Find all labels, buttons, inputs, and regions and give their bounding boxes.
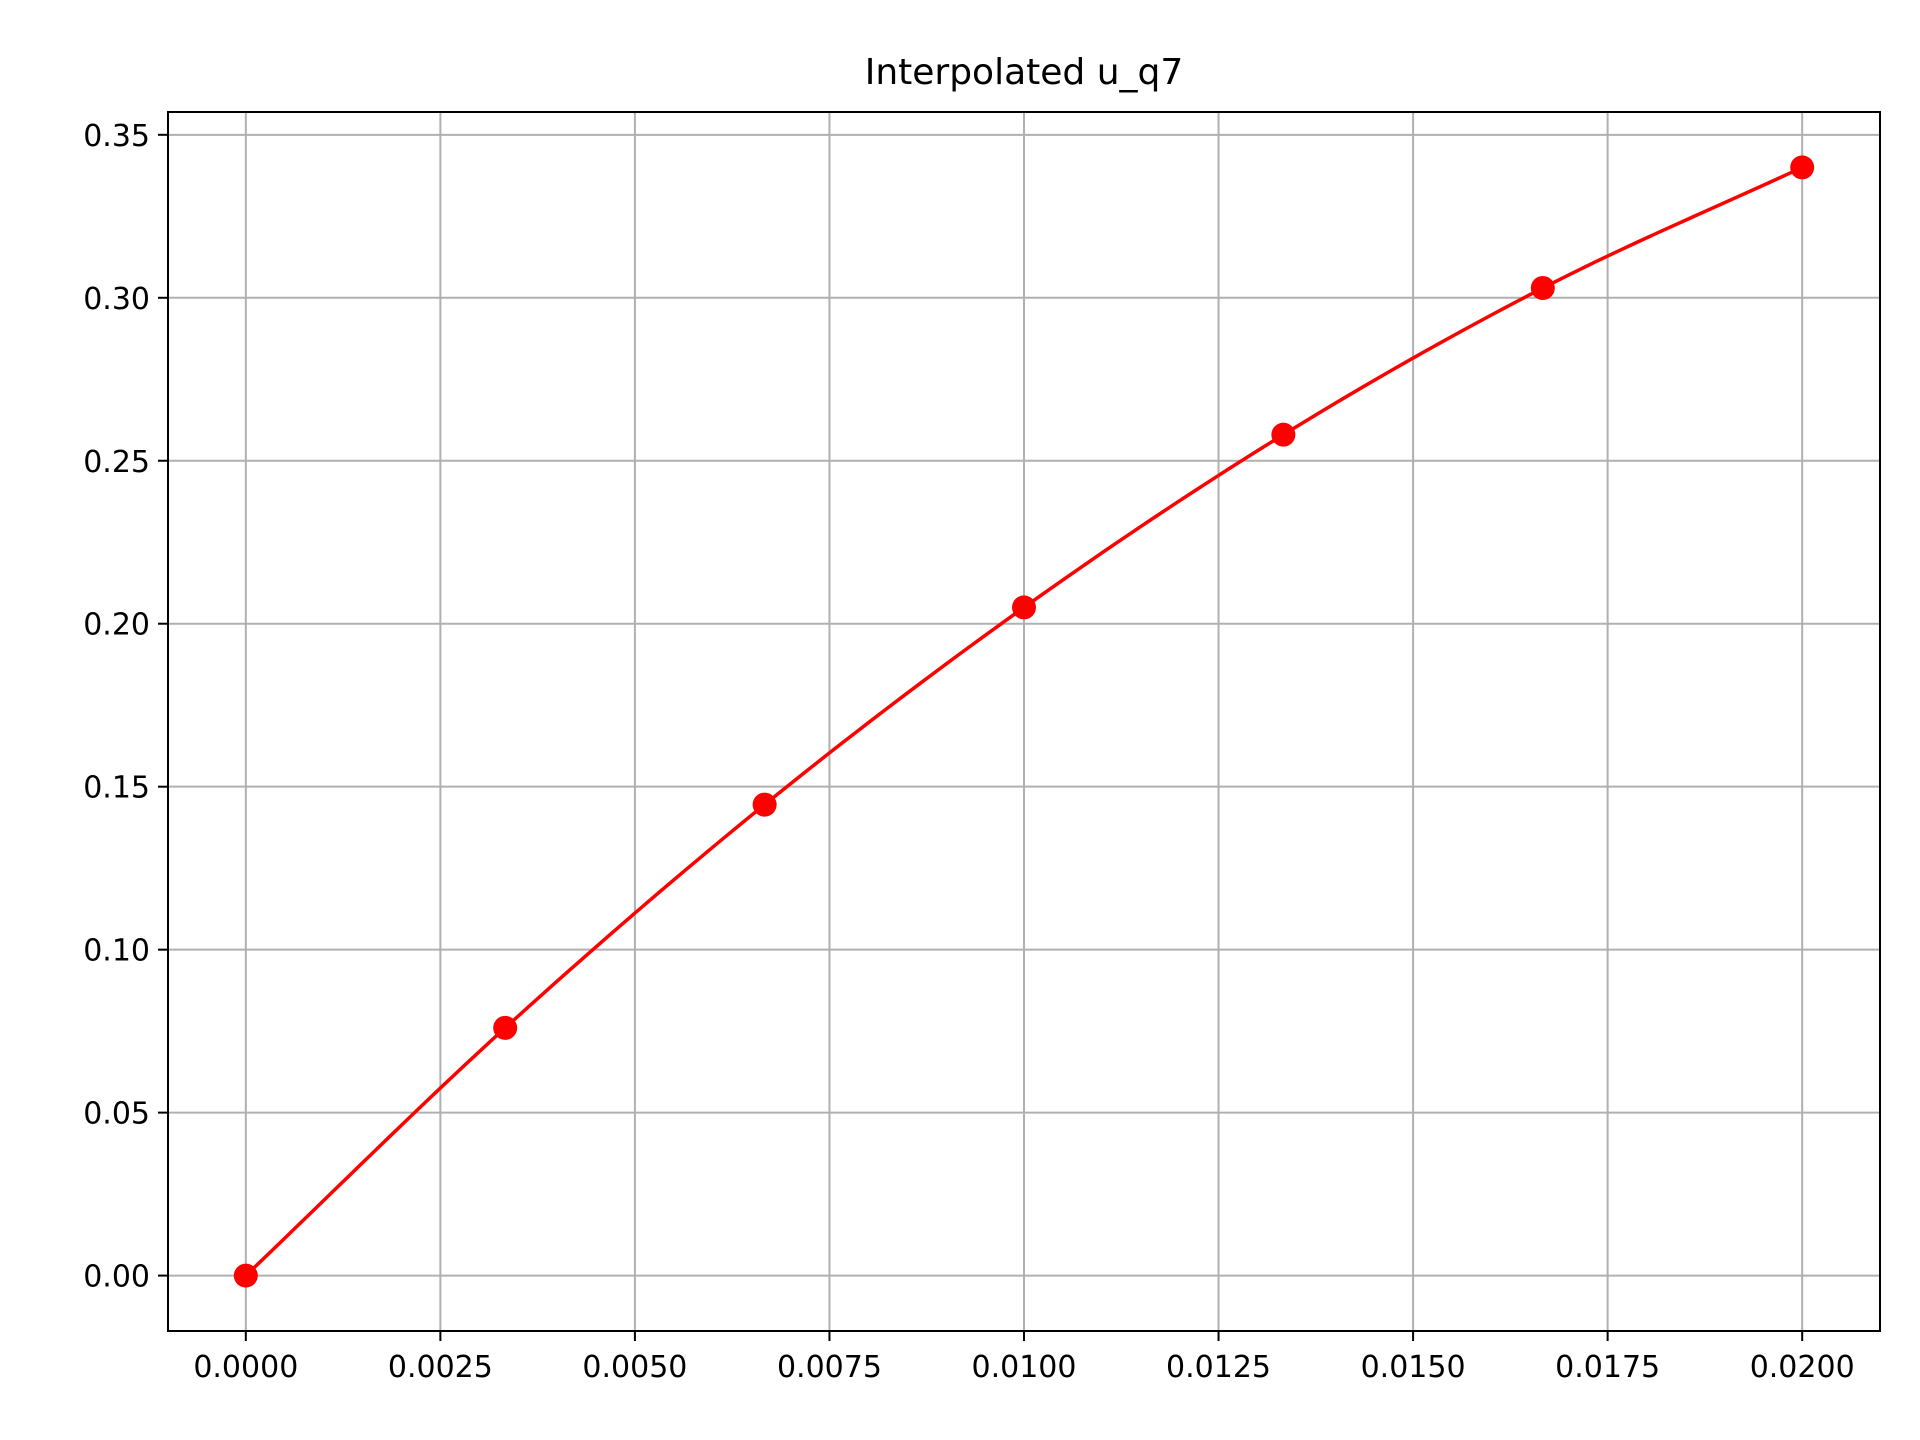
x-tick-label: 0.0175 [1555,1350,1660,1385]
y-tick-label: 0.30 [83,282,150,317]
x-tick-label: 0.0075 [777,1350,882,1385]
x-tick-label: 0.0050 [582,1350,687,1385]
y-tick-label: 0.10 [83,934,150,969]
x-tick-label: 0.0150 [1361,1350,1466,1385]
data-point [752,792,777,817]
data-point [493,1015,518,1040]
grid [168,112,1880,1331]
y-tick-label: 0.20 [83,608,150,643]
data-point [1271,422,1296,447]
y-tick-label: 0.15 [83,771,150,806]
y-tick-label: 0.35 [83,119,150,154]
data-point [1012,595,1036,620]
y-tick-label: 0.25 [83,445,150,480]
chart-title: Interpolated u_q7 [865,52,1184,93]
tick-labels: 0.0000 0.0025 0.0050 0.0075 0.0100 0.0125 0.01… [83,119,1854,1385]
data-point [1790,155,1815,180]
axis-ticks [158,133,1804,1341]
data-point [233,1263,258,1288]
x-tick-label: 0.0200 [1750,1350,1855,1385]
x-tick-label: 0.0125 [1166,1350,1271,1385]
data-point [1530,276,1555,301]
y-tick-label: 0.00 [83,1260,150,1295]
series [233,155,1815,1288]
axes-frame [167,111,1881,1332]
x-tick-label: 0.0025 [388,1350,493,1385]
x-tick-label: 0.0100 [972,1350,1077,1385]
x-tick-label: 0.0000 [193,1350,298,1385]
y-tick-label: 0.05 [83,1097,150,1132]
